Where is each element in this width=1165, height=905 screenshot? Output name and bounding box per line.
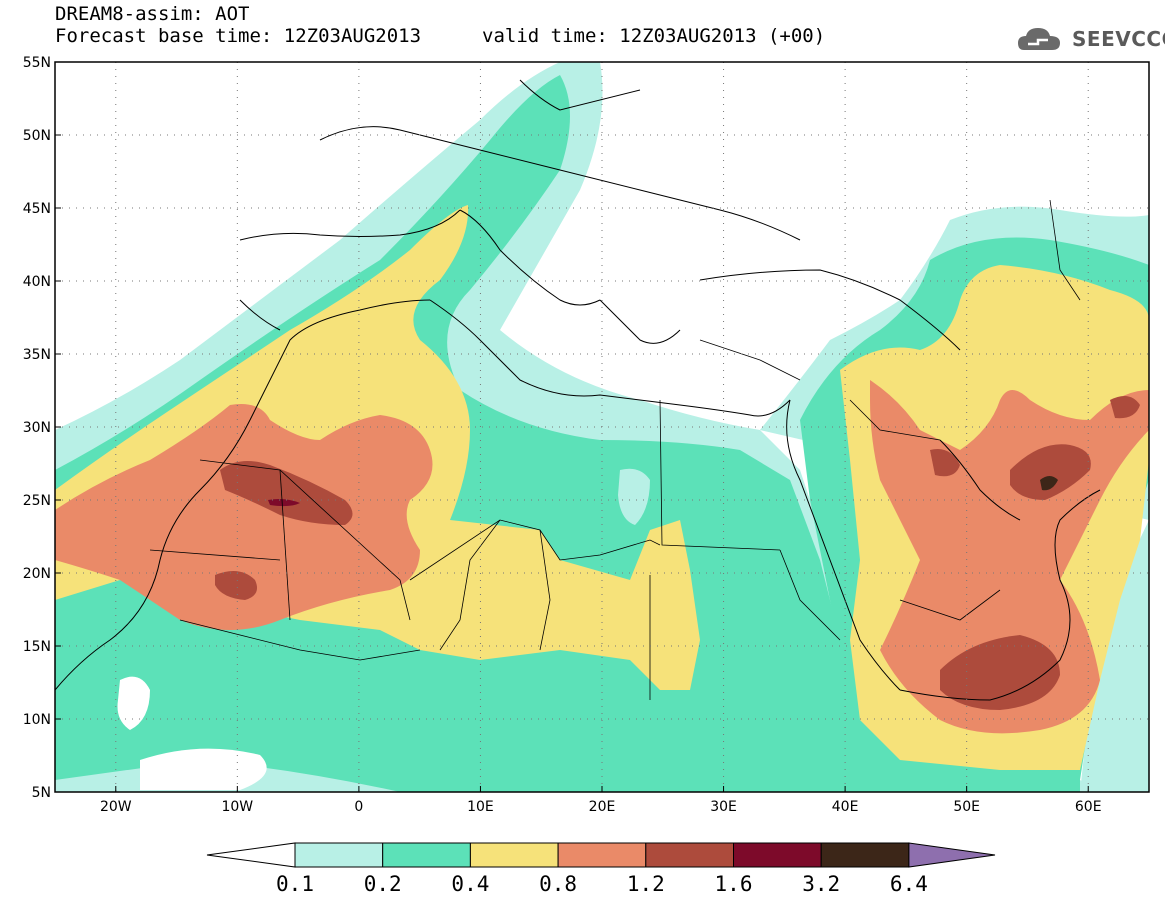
- lat-label: 20N: [23, 566, 51, 582]
- forecast-base-time: Forecast base time: 12Z03AUG2013: [55, 25, 422, 47]
- lat-label: 55N: [23, 55, 51, 71]
- borders: [149, 199, 1081, 700]
- aot-field-c6-east: [1040, 476, 1058, 491]
- aot-field-c4-west: [55, 404, 433, 630]
- colorbar-label: 6.4: [890, 872, 928, 896]
- colorbar-label: 1.2: [627, 872, 665, 896]
- coastlines: [55, 79, 1101, 701]
- aot-field-clear-2: [140, 748, 267, 790]
- lat-label: 35N: [23, 347, 51, 363]
- aot-fields: [55, 62, 1149, 792]
- colorbar-segment: [294, 842, 384, 868]
- lat-label: 40N: [23, 274, 51, 290]
- colorbar-label: 0.2: [364, 872, 402, 896]
- colorbar-segment: [557, 842, 647, 868]
- longitude-labels: 20W 10W 0 10E 20E 30E 40E 50E 60E: [100, 786, 1102, 815]
- lon-label: 30E: [710, 799, 737, 815]
- lon-label: 40E: [832, 799, 859, 815]
- lon-label: 0: [354, 799, 363, 815]
- colorbar-segment: [820, 842, 910, 868]
- lon-label: 20W: [100, 799, 132, 815]
- latitude-labels: 55N 50N 45N 40N 35N 30N 25N 20N 15N 10N 5N: [23, 55, 61, 801]
- logo-text: SEEVCCC: [1072, 27, 1165, 51]
- aot-field-c6-west: [268, 499, 300, 507]
- lon-label: 10W: [221, 799, 253, 815]
- colorbar-label: 0.4: [451, 872, 489, 896]
- lat-label: 25N: [23, 493, 51, 509]
- lat-label: 50N: [23, 128, 51, 144]
- colorbar-label: 0.8: [539, 872, 577, 896]
- lon-label: 50E: [953, 799, 980, 815]
- lat-label: 15N: [23, 639, 51, 655]
- lon-label: 60E: [1075, 799, 1102, 815]
- aot-field-c5-west: [220, 461, 353, 525]
- colorbar-min-arrow: [206, 842, 296, 868]
- colorbar-label: 0.1: [276, 872, 314, 896]
- gridlines: [55, 62, 1149, 792]
- aot-field-clear-1: [117, 676, 150, 730]
- lat-label: 10N: [23, 712, 51, 728]
- aot-field-c5-east: [930, 449, 960, 477]
- valid-time: valid time: 12Z03AUG2013 (+00): [482, 25, 826, 47]
- colorbar-segment: [469, 842, 559, 868]
- lat-label: 45N: [23, 201, 51, 217]
- aot-field-c5-east2: [1010, 444, 1091, 500]
- colorbar: 0.1 0.2 0.4 0.8 1.2 1.6 3.2 6.4: [206, 842, 996, 896]
- aot-field-c5-west2: [215, 571, 258, 600]
- map-title: DREAM8-assim: AOT: [55, 3, 250, 25]
- aot-field-c5-east3: [1110, 396, 1140, 419]
- aot-field-c5-east4: [940, 635, 1060, 710]
- colorbar-segment: [645, 842, 734, 868]
- lon-label: 10E: [467, 799, 494, 815]
- aot-field-clear-3: [618, 468, 650, 525]
- colorbar-max-arrow: [908, 842, 996, 868]
- lon-label: 20E: [589, 799, 616, 815]
- colorbar-segment: [382, 842, 471, 868]
- colorbar-label: 1.6: [715, 872, 753, 896]
- cloud-logo-icon: [1018, 28, 1060, 50]
- colorbar-label: 3.2: [802, 872, 840, 896]
- colorbar-segment: [733, 842, 822, 868]
- lat-label: 30N: [23, 420, 51, 436]
- lat-label: 5N: [32, 785, 51, 801]
